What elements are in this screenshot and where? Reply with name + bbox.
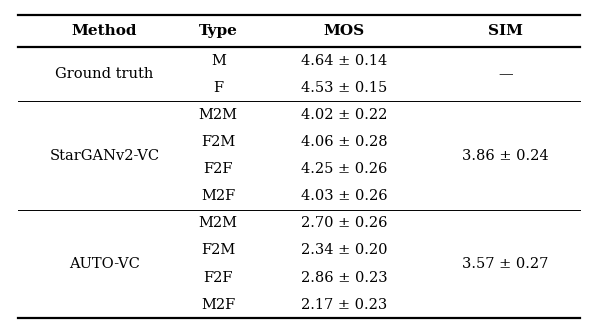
Text: M2F: M2F: [201, 297, 236, 312]
Text: 3.57 ± 0.27: 3.57 ± 0.27: [462, 257, 548, 271]
Text: 2.17 ± 0.23: 2.17 ± 0.23: [301, 297, 387, 312]
Text: 4.03 ± 0.26: 4.03 ± 0.26: [301, 189, 387, 203]
Text: 4.02 ± 0.22: 4.02 ± 0.22: [301, 108, 387, 122]
Text: Ground truth: Ground truth: [56, 67, 154, 81]
Text: F2F: F2F: [203, 271, 233, 284]
Text: 4.06 ± 0.28: 4.06 ± 0.28: [301, 135, 387, 149]
Text: 2.86 ± 0.23: 2.86 ± 0.23: [301, 271, 387, 284]
Text: M2M: M2M: [199, 216, 238, 230]
Text: MOS: MOS: [324, 24, 364, 38]
Text: AUTO-VC: AUTO-VC: [69, 257, 140, 271]
Text: 2.70 ± 0.26: 2.70 ± 0.26: [301, 216, 387, 230]
Text: —: —: [498, 67, 512, 81]
Text: 4.25 ± 0.26: 4.25 ± 0.26: [301, 162, 387, 176]
Text: StarGANv2-VC: StarGANv2-VC: [50, 149, 160, 163]
Text: Type: Type: [199, 24, 238, 38]
Text: 4.64 ± 0.14: 4.64 ± 0.14: [301, 54, 387, 68]
Text: M2F: M2F: [201, 189, 236, 203]
Text: 4.53 ± 0.15: 4.53 ± 0.15: [301, 81, 387, 95]
Text: F: F: [213, 81, 223, 95]
Text: 2.34 ± 0.20: 2.34 ± 0.20: [301, 243, 387, 257]
Text: F2M: F2M: [201, 243, 236, 257]
Text: F2M: F2M: [201, 135, 236, 149]
Text: SIM: SIM: [488, 24, 523, 38]
Text: F2F: F2F: [203, 162, 233, 176]
Text: Method: Method: [72, 24, 138, 38]
Text: 3.86 ± 0.24: 3.86 ± 0.24: [462, 149, 548, 163]
Text: M: M: [211, 54, 225, 68]
Text: M2M: M2M: [199, 108, 238, 122]
